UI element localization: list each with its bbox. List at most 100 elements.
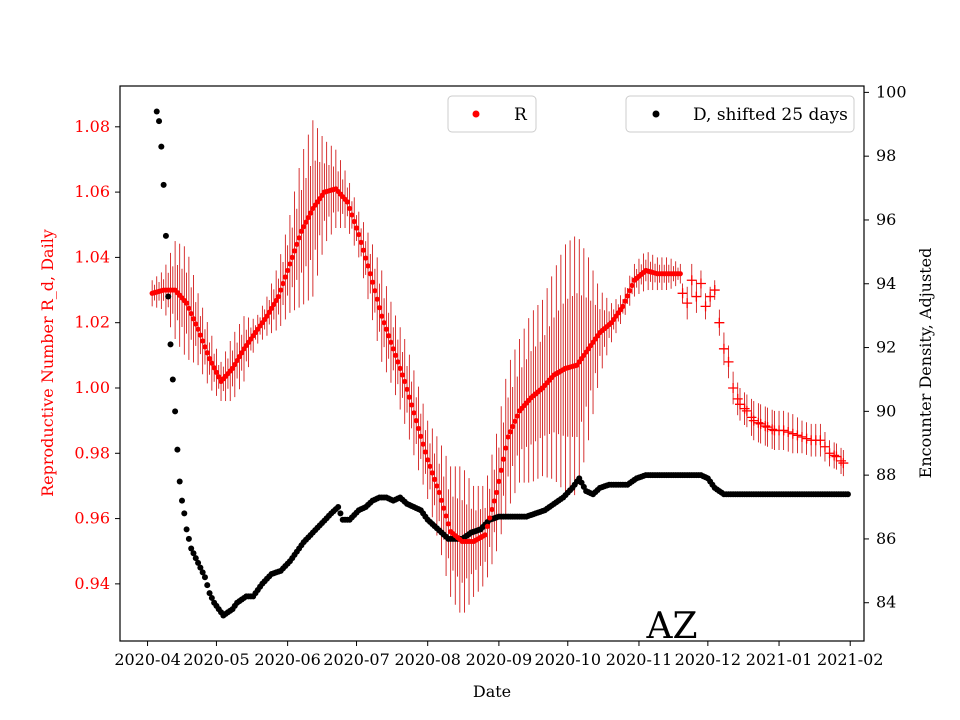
legend-d-label: D, shifted 25 days bbox=[693, 105, 848, 125]
r-point bbox=[264, 313, 270, 319]
r-point-plus bbox=[753, 417, 764, 428]
r-point-plus bbox=[815, 435, 826, 446]
d-point bbox=[176, 478, 183, 485]
r-point bbox=[484, 523, 491, 530]
legend-r-marker bbox=[472, 110, 480, 118]
r-point-plus bbox=[723, 356, 734, 367]
r-point-plus bbox=[735, 399, 745, 410]
x-tick-label: 2020-10 bbox=[535, 650, 601, 669]
r-point bbox=[620, 303, 626, 309]
y-right-tick-label: 90 bbox=[876, 401, 896, 420]
d-point bbox=[167, 341, 174, 348]
r-point bbox=[381, 320, 387, 326]
d-point bbox=[192, 555, 199, 562]
r-point bbox=[510, 423, 516, 430]
d-point bbox=[335, 504, 342, 511]
d-point bbox=[160, 181, 167, 188]
r-point bbox=[404, 386, 410, 392]
d-point bbox=[201, 574, 208, 581]
d-point bbox=[174, 446, 181, 453]
d-point bbox=[183, 526, 190, 533]
x-tick-label: 2020-05 bbox=[183, 650, 249, 669]
r-point bbox=[415, 425, 422, 432]
r-point-plus bbox=[829, 450, 840, 461]
r-point bbox=[289, 254, 295, 260]
r-point bbox=[266, 309, 272, 315]
r-point bbox=[239, 350, 245, 356]
r-point bbox=[291, 248, 298, 254]
x-tick-label: 2020-08 bbox=[394, 650, 460, 669]
r-point bbox=[392, 352, 399, 358]
r-point bbox=[425, 457, 431, 463]
r-point bbox=[268, 305, 275, 311]
r-point bbox=[438, 497, 445, 503]
r-point bbox=[190, 316, 197, 322]
r-point bbox=[390, 346, 396, 352]
r-point-plus bbox=[778, 425, 789, 436]
r-point-plus bbox=[787, 428, 798, 439]
d-point bbox=[172, 408, 179, 415]
legend-d: D, shifted 25 days bbox=[625, 95, 855, 133]
r-point bbox=[298, 228, 305, 234]
r-point bbox=[271, 301, 277, 308]
r-point bbox=[209, 360, 215, 366]
d-point bbox=[158, 143, 165, 150]
d-point bbox=[162, 232, 169, 239]
r-point bbox=[294, 241, 300, 247]
r-point bbox=[507, 429, 513, 435]
encounter-density-layer bbox=[153, 108, 851, 619]
r-point bbox=[280, 280, 286, 287]
r-point-plus bbox=[755, 418, 766, 429]
legend-d-box bbox=[625, 95, 855, 133]
r-point bbox=[514, 413, 520, 419]
y-left-tick-label: 0.98 bbox=[74, 443, 110, 462]
left-axis-title: Reproductive Number R_d, Daily bbox=[38, 229, 57, 497]
r-point bbox=[213, 369, 220, 375]
r-point bbox=[351, 218, 357, 225]
r-point bbox=[285, 267, 291, 274]
r-point-plus bbox=[819, 441, 830, 452]
d-point bbox=[197, 564, 204, 571]
reproductive-number-layer bbox=[149, 186, 849, 545]
r-point bbox=[195, 326, 201, 332]
y-right-tick-label: 86 bbox=[876, 529, 896, 548]
r-point bbox=[278, 287, 284, 293]
r-point-plus bbox=[801, 433, 812, 444]
r-point bbox=[186, 305, 192, 311]
x-tick-label: 2021-01 bbox=[746, 650, 812, 669]
r-point bbox=[434, 483, 440, 489]
y-left-tick-label: 1.04 bbox=[74, 247, 110, 266]
r-point-plus bbox=[762, 422, 773, 433]
d-point bbox=[165, 293, 172, 300]
r-point bbox=[369, 279, 376, 285]
r-point bbox=[399, 372, 406, 378]
y-right-tick-label: 100 bbox=[876, 82, 907, 101]
r-point bbox=[496, 478, 502, 484]
x-tick-label: 2021-02 bbox=[817, 650, 883, 669]
r-point-plus bbox=[732, 393, 743, 404]
r-point bbox=[505, 434, 511, 440]
x-tick-label: 2020-11 bbox=[606, 650, 672, 669]
r-point-plus bbox=[728, 382, 739, 393]
r-point-plus bbox=[741, 405, 752, 416]
r-point bbox=[197, 332, 203, 338]
r-point bbox=[303, 219, 309, 225]
r-point bbox=[402, 378, 408, 385]
r-point bbox=[356, 231, 362, 238]
y-left-tick-label: 0.96 bbox=[74, 509, 110, 528]
d-point bbox=[206, 590, 213, 597]
r-point-plus bbox=[691, 291, 702, 302]
r-point bbox=[491, 498, 497, 504]
d-point bbox=[153, 108, 160, 115]
d-point bbox=[190, 550, 197, 557]
r-point bbox=[349, 212, 355, 218]
r-point bbox=[498, 467, 504, 473]
y-right-tick-label: 92 bbox=[876, 338, 896, 357]
r-point-plus bbox=[682, 298, 693, 309]
d-point bbox=[199, 569, 206, 576]
y-left-tick-label: 1.00 bbox=[74, 378, 110, 397]
r-point bbox=[202, 344, 208, 350]
r-point bbox=[422, 449, 429, 455]
x-tick-label: 2020-12 bbox=[675, 650, 741, 669]
y-right-tick-label: 88 bbox=[876, 465, 896, 484]
